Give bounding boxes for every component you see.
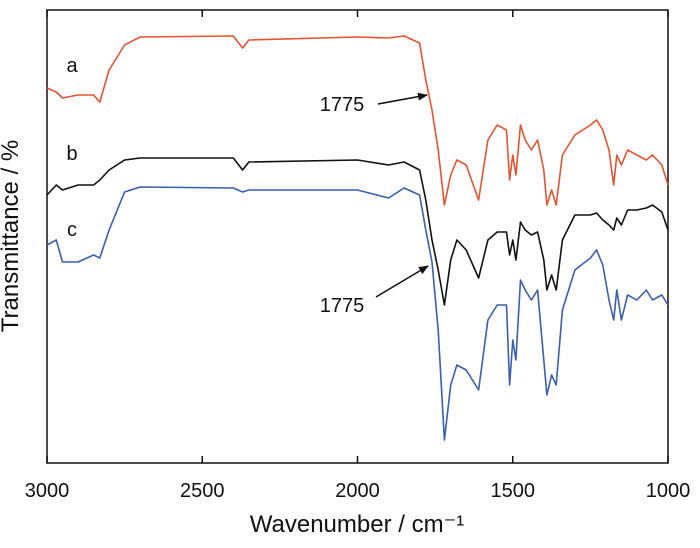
y-axis-label: Transmittance / % bbox=[0, 140, 24, 333]
series-line bbox=[46, 157, 669, 306]
annotation: 1775 bbox=[320, 94, 365, 116]
x-tick-label: 2000 bbox=[335, 480, 380, 502]
x-axis-label: Wavenumber / cm⁻¹ bbox=[250, 511, 465, 538]
series-label: c bbox=[67, 219, 77, 241]
x-tick-label: 3000 bbox=[25, 480, 70, 502]
plot-frame bbox=[46, 9, 669, 464]
annotation: 1775 bbox=[320, 295, 365, 317]
annotation-arrow bbox=[377, 92, 428, 105]
series-label: a bbox=[66, 55, 78, 77]
x-tick-label: 1500 bbox=[491, 480, 536, 502]
x-tick-label: 2500 bbox=[180, 480, 225, 502]
series-line bbox=[46, 35, 669, 206]
x-tick-label: 1000 bbox=[646, 480, 691, 502]
annotation-arrow bbox=[375, 265, 429, 298]
series-label: b bbox=[66, 143, 77, 165]
series-line bbox=[46, 186, 669, 441]
